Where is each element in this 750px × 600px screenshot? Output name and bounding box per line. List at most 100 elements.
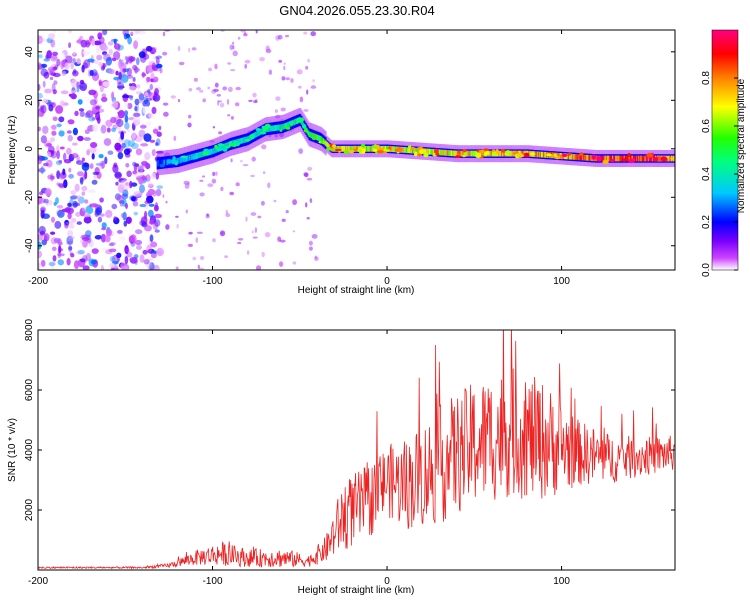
spectrogram-ridge-core [441, 149, 443, 156]
spectrogram-noise-blob [92, 124, 98, 132]
spectrogram-ridge-core [200, 151, 203, 158]
spectrogram-ridge-core [302, 120, 304, 127]
spectrogram-noise-blob [44, 235, 48, 243]
spectrogram-noise-blob [142, 99, 151, 108]
spectrogram-noise-blob [38, 196, 43, 204]
spectrogram-ridge-core [552, 152, 554, 159]
spectrogram-ridge-core [647, 155, 650, 162]
spectrogram-noise-blob [117, 229, 123, 234]
spectrogram-noise-blob [145, 174, 151, 182]
spectrogram-noise-blob [60, 90, 69, 95]
spectrogram-ridge-core [337, 145, 340, 152]
spectrogram-x-ticks: -200 -100 0 100 [28, 30, 570, 287]
spectrogram-noise-blob [75, 211, 81, 217]
spectrogram-ridge-blob [170, 159, 177, 165]
spectrogram-ridge-core [612, 155, 614, 162]
spectrogram-noise-blob [52, 66, 58, 71]
spectrogram-ridge-blob [279, 129, 283, 132]
spectrogram-ridge-core [369, 145, 371, 152]
spectrogram-noise-blob [149, 139, 156, 143]
spectrogram-noise-blob [57, 253, 65, 257]
spectrogram-ridge-core [408, 147, 410, 154]
spectrogram-noise-blob [52, 51, 58, 56]
spectrogram-noise-blob [47, 66, 56, 73]
spectrogram-noise-blob [123, 148, 131, 155]
spectrogram-faint-blob [250, 174, 255, 178]
spectrogram-faint-blob [195, 237, 199, 244]
y-tick-label: 40 [24, 46, 35, 58]
spectrogram-faint-blob [216, 94, 222, 97]
spectrogram-faint-blob [183, 180, 190, 185]
spectrogram-faint-blob [296, 69, 303, 75]
spectrogram-noise-blob [84, 129, 90, 135]
spectrogram-faint-blob [256, 265, 262, 270]
spectrogram-faint-blob [299, 96, 304, 103]
spectrogram-noise-blob [143, 259, 150, 265]
spectrogram-ridge-blob [343, 150, 350, 154]
spectrogram-noise-blob [71, 153, 79, 159]
spectrogram-ridge-core [178, 157, 181, 164]
spectrogram-noise-blob [51, 130, 57, 136]
spectrogram-ridge-core [283, 123, 285, 130]
spectrogram-ridge-core [568, 153, 570, 160]
spectrogram-faint-blob [224, 255, 229, 258]
spectrogram-ridge-core [426, 148, 429, 155]
spectrogram-noise-blob [74, 183, 80, 192]
spectrogram-faint-blob [207, 86, 211, 90]
spectrogram-ridge-blob [303, 128, 308, 133]
spectrogram-ridge-core [366, 145, 368, 152]
spectrogram-ridge-core [368, 145, 370, 152]
spectrogram-faint-blob [312, 79, 315, 83]
spectrogram-noise-blob [70, 190, 77, 195]
spectrogram-noise-blob [38, 54, 43, 59]
spectrogram-faint-blob [308, 240, 313, 246]
spectrogram-noise-blob [64, 132, 68, 138]
spectrogram-ridge-core [439, 149, 441, 156]
spectrogram-noise-blob [99, 197, 104, 203]
spectrogram-noise-blob [73, 260, 80, 270]
spectrogram-ridge-core [579, 154, 582, 161]
spectrogram-ridge-core [239, 138, 241, 145]
spectrogram-ridge-core [257, 130, 259, 137]
spectrogram-noise-blob [104, 156, 108, 165]
spectrogram-noise-blob [68, 173, 74, 179]
spectrogram-ridge-core [242, 137, 244, 144]
spectrogram-noise-blob [46, 151, 51, 158]
spectrogram-ridge-core [537, 151, 540, 158]
spectrogram-noise-blob [81, 185, 88, 192]
spectrogram-noise-blob [101, 227, 106, 231]
spectrogram-ridge-blob [214, 144, 218, 149]
spectrogram-ridge-blob [670, 157, 675, 160]
spectrogram-noise-blob [98, 62, 103, 67]
y-tick-label: -20 [24, 190, 35, 205]
spectrogram-faint-blob [281, 76, 286, 81]
spectrogram-ridge-core [275, 125, 277, 131]
spectrogram-noise-blob [86, 189, 92, 193]
y-tick-label: 2000 [24, 498, 35, 521]
spectrogram-noise-blob [102, 51, 108, 56]
spectrogram-noise-blob [91, 248, 99, 255]
spectrogram-ridge-core [582, 154, 585, 161]
spectrogram-x-label: Height of straight line (km) [298, 285, 415, 296]
spectrogram-noise-blob [58, 160, 63, 164]
spectrogram-noise-blob [58, 174, 64, 180]
spectrogram-ridge-core [277, 124, 279, 131]
spectrogram-noise-blob [116, 195, 124, 203]
spectrogram-ridge-core [464, 150, 466, 157]
spectrogram-noise-blob [108, 248, 117, 253]
spectrogram-noise-blob [101, 93, 107, 98]
spectrogram-ridge-core [580, 154, 583, 161]
colorbar-label: Normalized spectral amplitude [736, 78, 747, 213]
spectrogram-faint-blob [275, 96, 281, 101]
spectrogram-faint-blob [305, 202, 308, 208]
spectrogram-faint-blob [261, 251, 265, 258]
spectrogram-ridge-core [335, 145, 338, 152]
spectrogram-noise-blob [72, 57, 76, 64]
spectrogram-faint-blob [310, 31, 317, 37]
spectrogram-ridge-core [465, 150, 467, 157]
spectrogram-ridge-core [370, 145, 372, 152]
spectrogram-noise-blob [64, 222, 69, 229]
spectrogram-faint-blob [306, 89, 309, 95]
spectrogram-faint-blob [202, 175, 205, 178]
spectrogram-noise-blob [139, 254, 145, 263]
